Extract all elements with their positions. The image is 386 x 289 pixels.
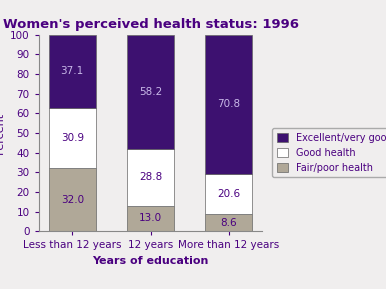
Text: 28.8: 28.8 [139,172,162,182]
Bar [49,35,96,108]
Text: 32.0: 32.0 [61,195,84,205]
Bar [205,214,252,231]
Text: 58.2: 58.2 [139,87,162,97]
Bar [127,206,174,231]
Title: Women's perceived health status: 1996: Women's perceived health status: 1996 [3,18,298,31]
X-axis label: Years of education: Years of education [92,256,209,266]
Bar [205,35,252,174]
Bar [205,174,252,214]
Legend: Excellent/very good health, Good health, Fair/poor health: Excellent/very good health, Good health,… [272,128,386,177]
Text: 8.6: 8.6 [220,218,237,228]
Text: 70.8: 70.8 [217,99,240,109]
Text: 20.6: 20.6 [217,189,240,199]
Y-axis label: Percent: Percent [0,112,4,154]
Text: 37.1: 37.1 [61,66,84,76]
Text: 13.0: 13.0 [139,213,162,223]
Bar [127,35,174,149]
Text: 30.9: 30.9 [61,133,84,143]
Bar [127,149,174,206]
Bar [49,108,96,168]
Bar [49,168,96,231]
